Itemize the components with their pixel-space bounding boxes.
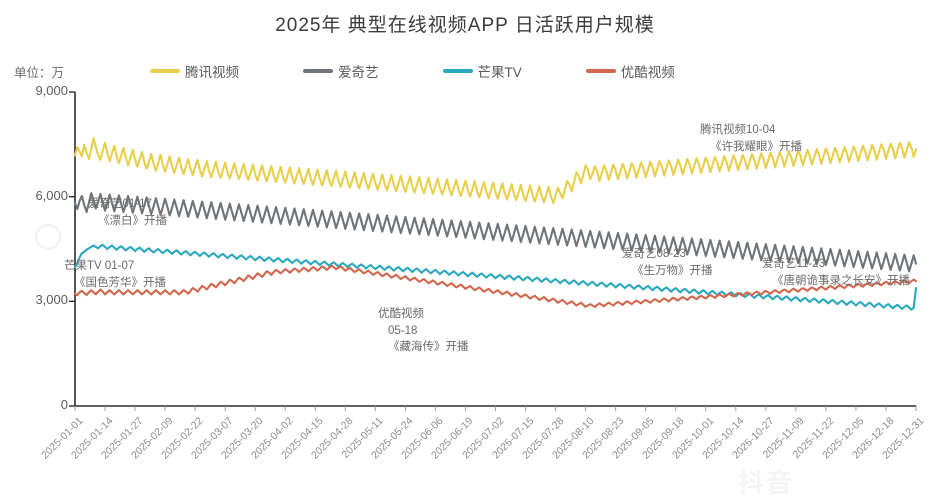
annotation-iqiyi-piaobai: 爱奇艺01-17 《漂白》开播 xyxy=(88,196,167,229)
legend-item-label: 芒果TV xyxy=(477,65,522,80)
annotation-line: 腾讯视频10-04 xyxy=(700,124,776,136)
y-axis-unit-label: 单位：万 xyxy=(14,66,65,80)
annotation-line: 《生万物》开播 xyxy=(632,264,713,277)
annotation-line: 芒果TV 01-07 xyxy=(64,260,135,272)
series-line-3 xyxy=(73,264,918,308)
line-swatch-icon xyxy=(303,69,333,73)
chart-series-lines xyxy=(73,137,918,311)
watermark: 抖音 xyxy=(738,463,918,498)
legend-item-0[interactable]: 腾讯视频 xyxy=(150,61,239,81)
y-axis-tick-label: 9,000 xyxy=(35,83,68,98)
legend-item-1[interactable]: 爱奇艺 xyxy=(303,61,379,81)
line-swatch-icon xyxy=(442,69,473,73)
legend-item-2[interactable]: 芒果TV xyxy=(442,61,522,81)
annotation-line: 《国色芳华》开播 xyxy=(74,276,166,289)
annotation-youku-canghai: 优酷视频 05-18 《藏海传》开播 xyxy=(378,306,469,356)
legend-item-label: 爱奇艺 xyxy=(338,65,379,80)
legend-item-3[interactable]: 优酷视频 xyxy=(585,61,675,81)
x-axis-ticks xyxy=(74,406,917,411)
series-line-2 xyxy=(73,243,918,311)
y-axis-ticks xyxy=(69,91,75,407)
series-line-0 xyxy=(73,137,918,204)
annotation-line: 《唐朝诡事录之长安》开播 xyxy=(772,274,910,287)
annotation-mango-guose: 芒果TV 01-07 《国色芳华》开播 xyxy=(64,258,166,291)
y-axis-tick-label: 3,000 xyxy=(35,292,68,308)
legend-item-label: 优酷视频 xyxy=(620,65,675,80)
annotation-tencent-xuwo: 腾讯视频10-04 《许我耀眼》开播 xyxy=(700,122,802,155)
legend-item-label: 腾讯视频 xyxy=(185,65,239,80)
y-axis-tick-label: 0 xyxy=(60,397,68,412)
annotation-line: 05-18 xyxy=(388,324,418,337)
background-watermark-left: ○ xyxy=(30,201,73,268)
chart-legend: 腾讯视频 爱奇艺 芒果TV 优酷视频 xyxy=(150,60,790,82)
annotation-line: 《漂白》开播 xyxy=(98,214,167,227)
annotation-line: 爱奇艺11-23 xyxy=(762,258,826,270)
annotation-line: 优酷视频 xyxy=(378,308,424,320)
y-axis-tick-label: 6,000 xyxy=(35,187,68,203)
annotation-line: 爱奇艺08-23 xyxy=(622,248,686,260)
annotation-line: 《许我耀眼》开播 xyxy=(710,140,802,153)
annotation-line: 《藏海传》开播 xyxy=(388,341,469,354)
annotation-iqiyi-shengwanwu: 爱奇艺08-23 《生万物》开播 xyxy=(622,246,713,279)
line-swatch-icon xyxy=(150,69,180,73)
annotation-iqiyi-tangchao: 爱奇艺11-23 《唐朝诡事录之长安》开播 xyxy=(762,256,910,289)
line-swatch-icon xyxy=(585,69,616,73)
annotation-line: 爱奇艺01-17 xyxy=(88,198,152,210)
watermark-text: 抖音 xyxy=(738,468,795,498)
series-line-1 xyxy=(73,192,918,273)
chart-title: 2025年 典型在线视频APP 日活跃用户规模 xyxy=(275,15,655,36)
